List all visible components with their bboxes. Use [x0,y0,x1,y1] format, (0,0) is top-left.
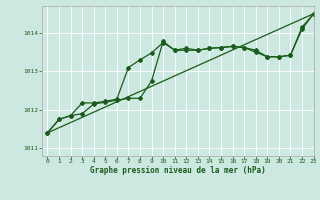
X-axis label: Graphe pression niveau de la mer (hPa): Graphe pression niveau de la mer (hPa) [90,166,266,175]
